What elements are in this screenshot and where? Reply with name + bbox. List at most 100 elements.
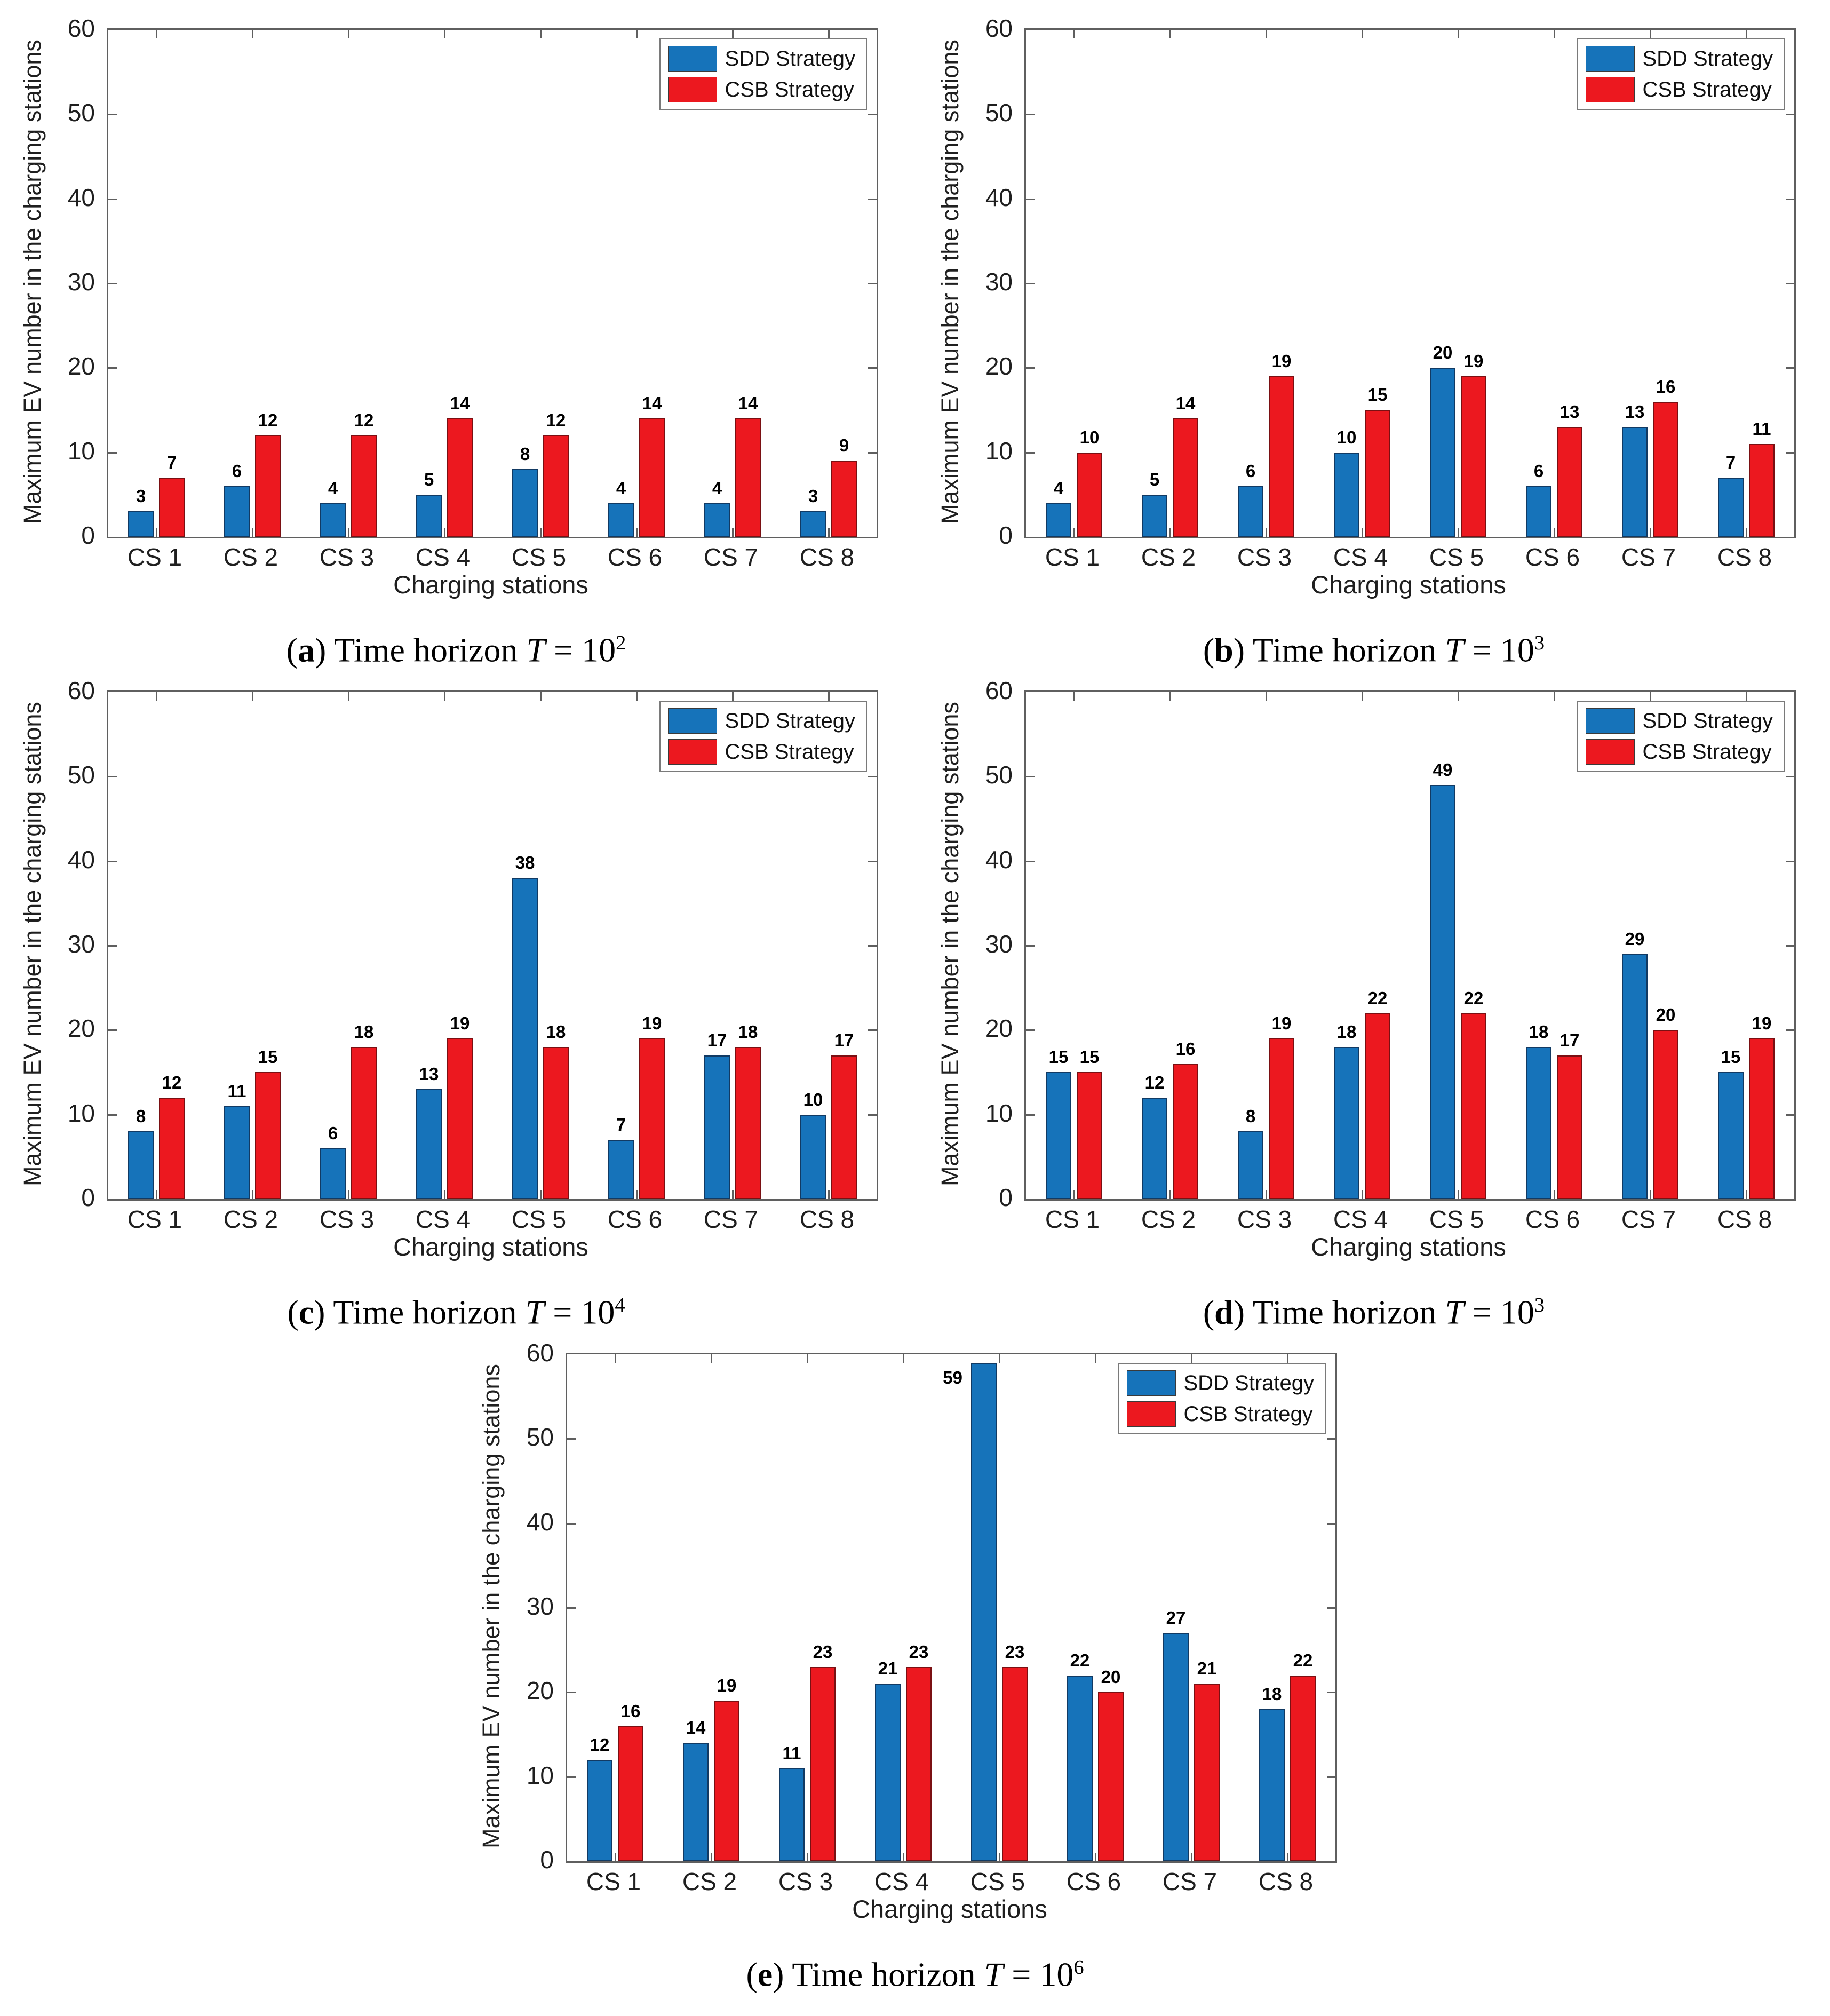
caption-close: ) xyxy=(1233,631,1253,669)
x-tick-label: CS 6 xyxy=(607,543,663,571)
x-tick-top xyxy=(348,692,349,701)
csb-bar xyxy=(639,418,665,537)
caption-open: ( xyxy=(1203,631,1215,669)
y-tick-right xyxy=(868,114,877,116)
csb-bar xyxy=(1461,376,1486,537)
sdd-bar xyxy=(875,1684,901,1861)
x-tick xyxy=(156,528,157,537)
y-tick-label: 50 xyxy=(526,1423,554,1451)
x-tick-top xyxy=(828,692,830,701)
y-tick-right xyxy=(868,776,877,778)
bar-value-label: 19 xyxy=(1752,1013,1772,1033)
bar-value-label: 23 xyxy=(1005,1642,1025,1662)
x-tick-label: CS 4 xyxy=(415,543,471,571)
plot-area-a: 3 7 6 12 4 12 5 14 8 12 4 14 4 14 3 9 SDD Strategy CSB St… xyxy=(107,28,878,538)
caption-a: (a) Time horizon T = 102 xyxy=(13,618,899,669)
sdd-bar xyxy=(224,1106,250,1199)
y-tick-right xyxy=(1327,1438,1335,1440)
sdd-bar xyxy=(1622,954,1648,1199)
y-tick-label: 50 xyxy=(67,761,95,789)
csb-bar xyxy=(1173,418,1198,537)
x-tick-top xyxy=(711,1354,712,1363)
legend-label: CSB Strategy xyxy=(1642,740,1772,764)
caption-open: ( xyxy=(286,631,298,669)
legend-label: SDD Strategy xyxy=(1642,709,1773,733)
csb-bar xyxy=(1269,1038,1294,1199)
bar-value-label: 18 xyxy=(1262,1684,1282,1704)
bar-value-label: 16 xyxy=(1656,377,1676,396)
csb-bar xyxy=(543,435,569,537)
y-tick-label: 60 xyxy=(526,1339,554,1367)
x-tick-label: CS 1 xyxy=(127,543,182,571)
sdd-bar xyxy=(224,486,250,537)
bar-value-label: 20 xyxy=(1656,1005,1676,1025)
x-tick-top xyxy=(1650,30,1651,38)
y-tick-right xyxy=(868,945,877,947)
caption-variable: T xyxy=(1445,1293,1464,1331)
legend-label: CSB Strategy xyxy=(725,77,854,101)
caption-d: (d) Time horizon T = 103 xyxy=(931,1281,1817,1331)
x-tick xyxy=(636,528,638,537)
csb-bar xyxy=(618,1726,643,1861)
bar-value-label: 11 xyxy=(227,1081,246,1101)
caption-variable: T xyxy=(1445,631,1464,669)
caption-letter: a xyxy=(297,631,315,669)
sdd-bar xyxy=(1718,1072,1744,1199)
sdd-bar xyxy=(1622,427,1648,537)
caption-open: ( xyxy=(1203,1293,1215,1331)
y-tick xyxy=(108,451,117,454)
x-tick-top xyxy=(1266,692,1267,701)
x-tick xyxy=(1458,528,1459,537)
bar-value-label: 8 xyxy=(1245,1106,1256,1126)
bar-value-label: 14 xyxy=(738,393,758,413)
sdd-bar xyxy=(1526,486,1551,537)
y-tick-right xyxy=(868,367,877,369)
sdd-bar xyxy=(971,1363,997,1861)
x-tick-top xyxy=(636,692,638,701)
caption-text: Time horizon xyxy=(333,1293,526,1331)
x-tick xyxy=(1073,528,1075,537)
sdd-bar xyxy=(683,1743,709,1861)
bar-value-label: 5 xyxy=(1149,470,1160,489)
csb-bar xyxy=(1749,1038,1775,1199)
x-tick-top xyxy=(348,30,349,38)
x-tick xyxy=(348,1190,349,1199)
legend-swatch-sdd xyxy=(1127,1370,1176,1396)
bar-value-label: 11 xyxy=(782,1743,801,1763)
bar-value-label: 10 xyxy=(1336,427,1357,447)
csb-bar xyxy=(1557,427,1582,537)
caption-exponent: 3 xyxy=(1534,1294,1545,1316)
legend-item-csb: CSB Strategy xyxy=(668,739,854,765)
y-tick-right xyxy=(1786,945,1794,947)
bar-value-label: 22 xyxy=(1070,1650,1090,1670)
bar-value-label: 18 xyxy=(354,1022,374,1042)
y-tick xyxy=(567,1438,576,1440)
y-tick-label: 50 xyxy=(985,99,1013,127)
x-tick xyxy=(540,1190,542,1199)
x-tick xyxy=(1169,1190,1171,1199)
y-tick xyxy=(108,114,117,116)
x-tick-top xyxy=(1169,692,1171,701)
x-tick-top xyxy=(732,30,734,38)
caption-letter: b xyxy=(1214,631,1234,669)
csb-bar xyxy=(735,418,761,537)
sdd-bar xyxy=(416,495,442,537)
legend-swatch-sdd xyxy=(668,46,718,72)
csb-bar xyxy=(1173,1064,1198,1199)
caption-base: 10 xyxy=(1500,1293,1534,1331)
x-tick xyxy=(1554,528,1555,537)
x-tick-top xyxy=(1458,692,1459,701)
bar-value-label: 29 xyxy=(1625,929,1645,949)
csb-bar xyxy=(1365,1013,1390,1199)
x-tick xyxy=(1362,1190,1363,1199)
x-tick-top xyxy=(1362,30,1363,38)
bar-value-label: 15 xyxy=(258,1047,278,1067)
csb-bar xyxy=(1194,1684,1220,1861)
y-tick-label: 30 xyxy=(67,930,95,958)
bar-value-label: 3 xyxy=(136,486,146,506)
sdd-bar xyxy=(1334,1047,1359,1199)
x-tick-label: CS 8 xyxy=(1717,1205,1772,1233)
x-tick-label: CS 5 xyxy=(511,1205,567,1233)
y-tick xyxy=(1026,367,1035,369)
caption-letter: e xyxy=(757,1955,773,1994)
